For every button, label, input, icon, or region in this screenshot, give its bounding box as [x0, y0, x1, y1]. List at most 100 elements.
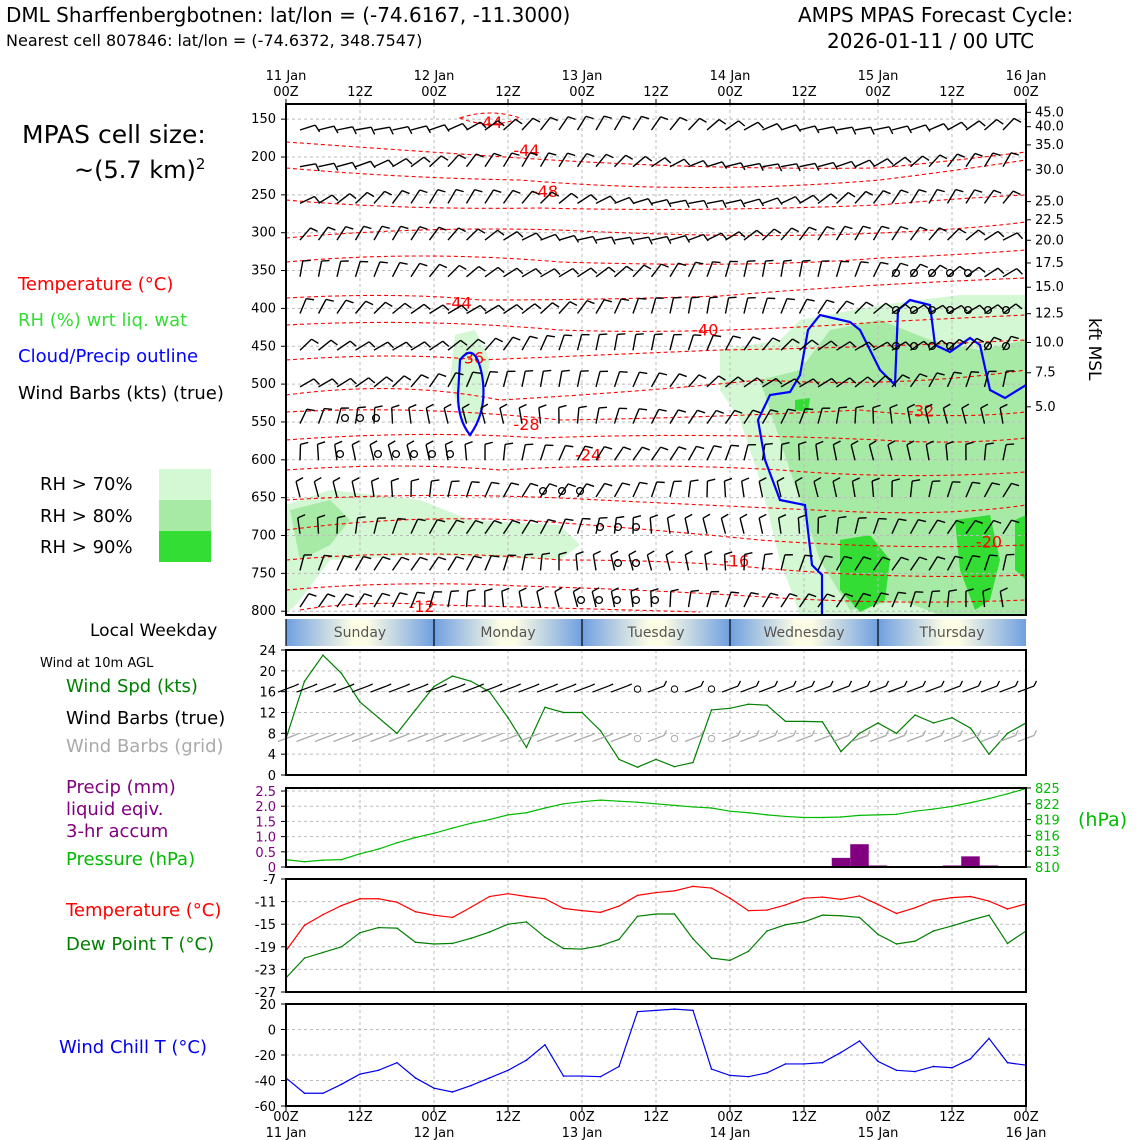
wind-barb-468	[299, 554, 313, 571]
wind-barb-381	[850, 440, 859, 461]
wind-barb-shaft	[725, 231, 740, 241]
wind-barb-463	[928, 519, 946, 535]
wind-barb-shaft	[706, 375, 720, 388]
wind-barb-flag	[532, 117, 541, 123]
wind-barb-402	[521, 482, 539, 498]
wind-barb-255	[687, 334, 702, 351]
wind-barb-shaft	[521, 232, 537, 241]
pressure-line-pt-28	[803, 816, 805, 819]
wind-barb-shaft	[614, 196, 630, 205]
wind-barb-472	[373, 556, 391, 571]
wind-barb-flag	[939, 227, 947, 232]
wind-speed-line-pt-12	[507, 716, 509, 719]
calm-circle-13	[613, 522, 623, 532]
wind-barb-290	[613, 371, 628, 388]
temperature-line-pt-22	[692, 885, 694, 888]
wind-barb-flag	[497, 266, 505, 274]
isotherm-label-0: -44	[476, 113, 502, 132]
temperature-line-pt-18	[618, 905, 620, 907]
wind-barb-shaft	[373, 517, 379, 534]
p-tick-label-400: 400	[251, 301, 276, 316]
temperature-line-pt-16	[581, 909, 583, 912]
wind-speed-line-pt-8	[433, 685, 435, 688]
wind-barb-shaft	[761, 409, 772, 424]
wind-barb-61	[706, 161, 728, 169]
wind-barb-flag	[404, 302, 412, 309]
wind-barb-shaft	[650, 334, 656, 351]
wind-barb-flag	[740, 162, 746, 171]
wind-barb-flag	[972, 555, 981, 558]
wind-barb-flag	[833, 440, 841, 446]
wind-barb-shaft	[928, 556, 939, 571]
wind-barb-157	[317, 259, 330, 277]
wind-barb-518	[501, 587, 510, 608]
wind-barb-shaft	[965, 555, 974, 571]
wind-barb-flag	[770, 592, 779, 596]
wind-barb-shaft	[521, 483, 532, 498]
wind-barb-shaft	[743, 198, 760, 205]
temp-panel-frame	[285, 878, 1027, 993]
wind-barb-330	[632, 408, 648, 424]
wind-speed-line-pt-1	[303, 680, 306, 683]
wind-barb-212	[613, 298, 630, 314]
wind-barb-flag	[707, 478, 716, 482]
precip-panel-ytick-label-0: 0	[268, 861, 276, 876]
top-tick-hour-10: 00Z	[1013, 85, 1039, 100]
wind-barb-shaft	[540, 191, 553, 204]
wind-barb-538	[872, 592, 889, 608]
wind-barb-360	[464, 440, 473, 461]
wind10-barb-8	[425, 685, 443, 693]
pressure-line-pt-30	[840, 816, 842, 818]
windchill-line-pt-29	[821, 1061, 824, 1064]
wind-barb-shaft	[817, 340, 832, 351]
wind-barb-shaft	[391, 190, 403, 204]
wind-barb-shaft	[891, 189, 902, 204]
wind-barb-shaft	[687, 409, 698, 424]
wind-barb-flag	[690, 479, 699, 482]
wind-barb-shaft	[725, 120, 740, 131]
calm-circle-35	[909, 341, 919, 351]
wind-barb-shaft	[924, 407, 930, 424]
wind-barb-347	[942, 403, 951, 424]
calm-circle-18	[594, 595, 604, 605]
windchill-line-pt-33	[895, 1069, 898, 1072]
wind-barb-120	[354, 225, 372, 241]
wind-barb-shaft	[632, 298, 640, 314]
wind-barb-85	[428, 188, 446, 204]
wind-barb-flag	[919, 226, 928, 231]
precip-panel-ytick-label-1: 0.5	[255, 846, 276, 861]
wind-barb-flag	[976, 337, 985, 343]
wind-barb-shaft	[813, 481, 819, 498]
wind-barb-416	[776, 476, 785, 498]
wind-barb-484	[592, 550, 601, 571]
wind-barb-102	[743, 198, 765, 207]
wind-barb-flag	[499, 403, 508, 409]
wind-barb-shaft	[299, 195, 315, 205]
wind-barb-shaft	[595, 299, 605, 314]
wind-barb-flag	[510, 482, 520, 486]
wind-barb-shaft	[817, 407, 823, 424]
wind-barb-254	[669, 333, 682, 351]
wind-barb-flag	[737, 376, 745, 383]
wind-barb-flag	[386, 376, 394, 383]
wind-barb-89	[502, 189, 521, 204]
wind-barb-shaft	[613, 334, 619, 351]
wind10-grid-barb-flag-22	[700, 730, 705, 736]
wind-barb-21	[687, 117, 707, 131]
wind10-barb-26	[758, 685, 776, 693]
wind-barb-167	[503, 267, 524, 278]
wind-barb-flag	[713, 445, 722, 448]
pressure-line-pt-35	[932, 808, 935, 810]
wind-barb-392	[332, 476, 341, 498]
temperature-line-pt-25	[747, 909, 750, 912]
wind-barb-flag	[478, 265, 486, 272]
wind-barb-533	[780, 593, 798, 608]
wind-barb-flag	[812, 194, 820, 202]
dewpoint-line-pt-4	[359, 931, 361, 934]
wind10-grid-barb-15	[555, 734, 572, 743]
windchill-line-pt-35	[932, 1065, 935, 1068]
wind-barb-59	[669, 158, 691, 168]
wind-barb-shaft	[946, 153, 958, 168]
precip-panel-ytick-label-4: 2.0	[255, 800, 276, 815]
wind-barb-flag	[794, 378, 801, 385]
